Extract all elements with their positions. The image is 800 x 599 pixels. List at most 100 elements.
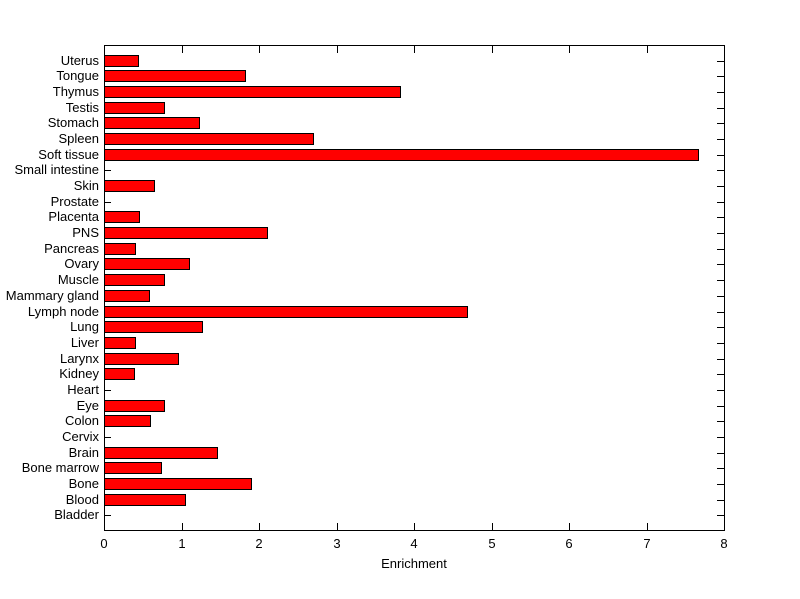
x-tick-label: 7 xyxy=(643,536,651,551)
bar xyxy=(104,55,139,67)
x-tick-label: 0 xyxy=(100,536,108,551)
y-tick-right xyxy=(717,170,724,171)
y-tick-label: Soft tissue xyxy=(38,147,99,162)
bar xyxy=(104,353,179,365)
y-tick-right xyxy=(717,343,724,344)
bar xyxy=(104,258,190,270)
y-tick-right xyxy=(717,139,724,140)
y-tick-label: Spleen xyxy=(58,131,99,146)
y-tick-right xyxy=(717,92,724,93)
y-tick-left xyxy=(105,202,111,203)
y-tick-right xyxy=(717,280,724,281)
x-tick-top xyxy=(569,46,570,53)
x-tick-top xyxy=(337,46,338,53)
y-tick-label: Placenta xyxy=(48,209,99,224)
y-tick-right xyxy=(717,217,724,218)
x-tick-top xyxy=(104,46,105,53)
y-tick-label: Ovary xyxy=(64,256,99,271)
y-tick-right xyxy=(717,390,724,391)
y-tick-right xyxy=(717,155,724,156)
bar xyxy=(104,211,140,223)
y-tick-label: Tongue xyxy=(56,68,99,83)
bar xyxy=(104,400,165,412)
y-tick-label: Stomach xyxy=(47,115,99,130)
y-tick-label: Bladder xyxy=(54,507,99,522)
y-tick-label: Bone marrow xyxy=(21,460,99,475)
x-tick-bottom xyxy=(569,523,570,530)
bar xyxy=(104,133,314,145)
bar xyxy=(104,321,203,333)
bar xyxy=(104,117,200,129)
x-tick-bottom xyxy=(647,523,648,530)
y-tick-right xyxy=(717,453,724,454)
y-tick-label: Lung xyxy=(70,319,99,334)
bar xyxy=(104,415,151,427)
y-tick-right xyxy=(717,374,724,375)
y-tick-left xyxy=(105,390,111,391)
x-tick-bottom xyxy=(259,523,260,530)
y-tick-right xyxy=(717,421,724,422)
y-tick-left xyxy=(105,437,111,438)
y-tick-left xyxy=(105,170,111,171)
bar xyxy=(104,102,165,114)
x-tick-bottom xyxy=(104,523,105,530)
y-tick-label: PNS xyxy=(72,225,99,240)
x-tick-label: 4 xyxy=(410,536,418,551)
x-tick-label: 8 xyxy=(720,536,728,551)
bar xyxy=(104,337,136,349)
x-tick-bottom xyxy=(337,523,338,530)
bar xyxy=(104,86,401,98)
y-tick-label: Lymph node xyxy=(27,304,99,319)
x-tick-top xyxy=(647,46,648,53)
y-tick-right xyxy=(717,61,724,62)
bar xyxy=(104,494,186,506)
y-tick-label: Kidney xyxy=(59,366,99,381)
y-tick-label: Bone xyxy=(68,476,99,491)
x-tick-label: 3 xyxy=(333,536,341,551)
y-tick-label: Skin xyxy=(73,178,99,193)
y-tick-label: Small intestine xyxy=(14,162,99,177)
x-tick-bottom xyxy=(492,523,493,530)
bar xyxy=(104,227,268,239)
y-tick-label: Cervix xyxy=(62,429,99,444)
y-tick-label: Heart xyxy=(67,382,99,397)
x-tick-bottom xyxy=(182,523,183,530)
x-tick-label: 6 xyxy=(565,536,573,551)
bar xyxy=(104,447,218,459)
y-tick-right xyxy=(717,327,724,328)
y-tick-right xyxy=(717,468,724,469)
x-tick-top xyxy=(414,46,415,53)
y-tick-left xyxy=(105,515,111,516)
bar xyxy=(104,368,135,380)
x-axis-label: Enrichment xyxy=(381,556,447,571)
y-tick-right xyxy=(717,296,724,297)
y-tick-right xyxy=(717,202,724,203)
bar xyxy=(104,243,136,255)
y-tick-right xyxy=(717,108,724,109)
bar xyxy=(104,478,252,490)
y-tick-label: Testis xyxy=(65,100,99,115)
y-tick-label: Pancreas xyxy=(44,241,99,256)
x-tick-label: 1 xyxy=(178,536,186,551)
x-tick-top xyxy=(492,46,493,53)
y-tick-right xyxy=(717,233,724,234)
y-tick-right xyxy=(717,249,724,250)
y-tick-label: Liver xyxy=(70,335,99,350)
bar xyxy=(104,274,165,286)
y-tick-right xyxy=(717,312,724,313)
x-tick-label: 5 xyxy=(488,536,496,551)
x-tick-bottom xyxy=(724,523,725,530)
y-tick-right xyxy=(717,76,724,77)
y-tick-label: Thymus xyxy=(52,84,99,99)
y-tick-label: Blood xyxy=(65,492,99,507)
bar xyxy=(104,70,246,82)
y-tick-right xyxy=(717,484,724,485)
y-tick-label: Muscle xyxy=(57,272,99,287)
y-tick-label: Prostate xyxy=(50,194,99,209)
bar xyxy=(104,462,162,474)
y-tick-right xyxy=(717,264,724,265)
y-tick-label: Eye xyxy=(76,398,99,413)
y-tick-label: Mammary gland xyxy=(5,288,99,303)
x-tick-bottom xyxy=(414,523,415,530)
